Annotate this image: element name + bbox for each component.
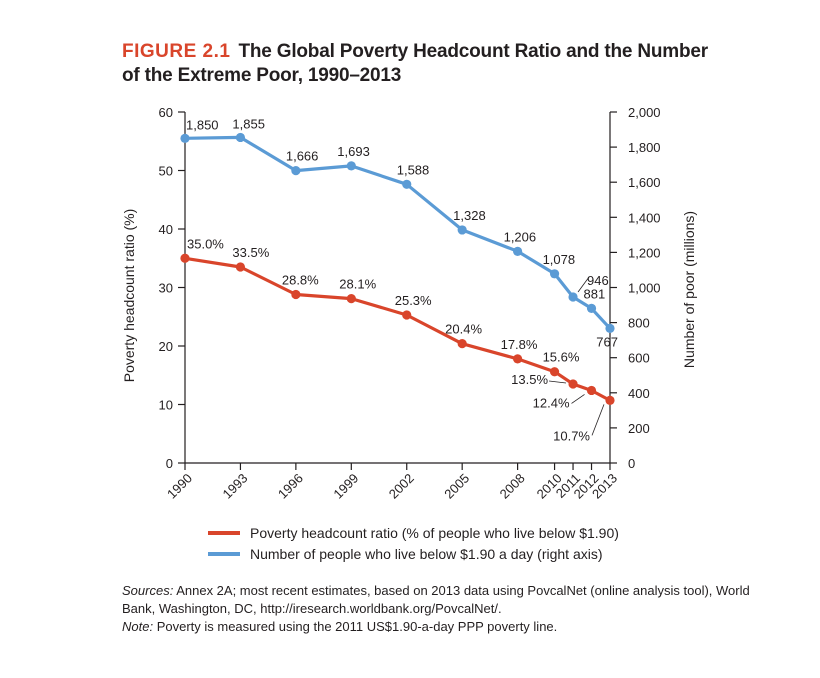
figure-title: FIGURE 2.1 The Global Poverty Headcount R… bbox=[122, 40, 722, 88]
x-tick-label: 2005 bbox=[441, 471, 472, 502]
x-tick-label: 1996 bbox=[275, 471, 306, 502]
poor-data-label: 1,693 bbox=[337, 144, 370, 159]
ratio-point bbox=[291, 289, 301, 300]
left-tick-label: 60 bbox=[159, 105, 173, 120]
right-tick-label: 200 bbox=[628, 421, 650, 436]
poor-data-label: 767 bbox=[596, 334, 618, 349]
poor-data-label: 1,855 bbox=[232, 116, 265, 131]
ratio-data-label: 28.8% bbox=[282, 273, 319, 288]
ratio-data-label: 13.5% bbox=[511, 372, 548, 387]
ratio-legend-label: Poverty headcount ratio (% of people who… bbox=[250, 525, 619, 541]
ratio-data-label: 10.7% bbox=[553, 428, 590, 443]
left-tick-label: 40 bbox=[159, 222, 173, 237]
right-tick-label: 1,200 bbox=[628, 245, 661, 260]
figure-notes: Sources: Annex 2A; most recent estimates… bbox=[122, 582, 772, 636]
ratio-data-label: 12.4% bbox=[533, 395, 570, 410]
legend: Poverty headcount ratio (% of people who… bbox=[208, 525, 619, 562]
poor-legend-label: Number of people who live below $1.90 a … bbox=[250, 546, 603, 562]
ratio-point bbox=[513, 354, 523, 364]
sources-text: Annex 2A; most recent estimates, based o… bbox=[122, 583, 750, 616]
right-tick-label: 1,000 bbox=[628, 281, 661, 296]
poor-data-label: 1,078 bbox=[543, 252, 576, 267]
sources-label: Sources: bbox=[122, 583, 174, 598]
note-text: Poverty is measured using the 2011 US$1.… bbox=[153, 619, 558, 634]
poor-point bbox=[549, 269, 560, 279]
ratio-point bbox=[457, 339, 467, 349]
x-tick-label: 1990 bbox=[164, 471, 195, 502]
poor-point bbox=[402, 179, 412, 189]
ratio-data-label: 20.4% bbox=[445, 322, 482, 337]
ratio-data-label: 28.1% bbox=[339, 277, 376, 292]
left-tick-label: 20 bbox=[159, 339, 173, 354]
poor-point bbox=[180, 133, 190, 143]
sources-note: Sources: Annex 2A; most recent estimates… bbox=[122, 582, 772, 618]
ratio-point bbox=[568, 379, 578, 389]
poor-point bbox=[235, 132, 246, 143]
poor-point bbox=[457, 225, 467, 235]
ratio-data-label: 17.8% bbox=[501, 337, 538, 352]
poor-data-label: 946 bbox=[587, 273, 609, 288]
ratio-point bbox=[549, 367, 560, 377]
ratio-data-label: 25.3% bbox=[395, 293, 432, 308]
right-tick-label: 1,600 bbox=[628, 175, 661, 190]
figure-label: FIGURE 2.1 bbox=[122, 41, 231, 62]
ratio-point bbox=[586, 385, 597, 396]
ratio-data-label: 35.0% bbox=[187, 236, 224, 251]
poor-point bbox=[605, 323, 615, 333]
x-tick-label: 2002 bbox=[386, 471, 417, 502]
ratio-point bbox=[180, 253, 190, 263]
right-tick-label: 600 bbox=[628, 351, 650, 366]
x-tick-label: 1999 bbox=[330, 471, 361, 502]
right-tick-label: 800 bbox=[628, 316, 650, 331]
poor-data-label: 1,328 bbox=[453, 208, 486, 223]
ratio-point bbox=[235, 262, 246, 272]
poor-data-label: 1,588 bbox=[397, 162, 430, 177]
poor-point bbox=[346, 161, 356, 171]
poor-data-label: 881 bbox=[584, 286, 606, 301]
ratio-point bbox=[346, 294, 356, 304]
poor-data-label: 1,850 bbox=[186, 117, 219, 132]
left-tick-label: 0 bbox=[166, 456, 173, 471]
figure-title-text: The Global Poverty Headcount Ratio and t… bbox=[122, 41, 708, 86]
x-tick-label: 1993 bbox=[219, 471, 250, 502]
right-tick-label: 1,400 bbox=[628, 210, 661, 225]
left-tick-label: 30 bbox=[159, 281, 173, 296]
series-points bbox=[180, 132, 615, 406]
left-tick-label: 50 bbox=[159, 164, 173, 179]
poverty-note: Note: Poverty is measured using the 2011… bbox=[122, 618, 772, 636]
label-leader-line bbox=[577, 276, 590, 293]
x-tick-label: 2008 bbox=[497, 471, 528, 502]
poor-point bbox=[513, 246, 523, 256]
poor-point bbox=[586, 303, 597, 313]
right-tick-label: 0 bbox=[628, 456, 635, 471]
poor-point bbox=[291, 166, 301, 176]
poor-data-label: 1,666 bbox=[286, 149, 319, 164]
ratio-data-label: 15.6% bbox=[543, 350, 580, 365]
right-tick-label: 1,800 bbox=[628, 140, 661, 155]
ratio-data-label: 33.5% bbox=[232, 245, 269, 260]
left-axis-title: Poverty headcount ratio (%) bbox=[121, 209, 137, 383]
right-axis-title: Number of poor (millions) bbox=[681, 211, 697, 368]
right-tick-label: 400 bbox=[628, 386, 650, 401]
label-leader-line bbox=[548, 380, 567, 384]
right-tick-label: 2,000 bbox=[628, 105, 661, 120]
poor-point bbox=[568, 292, 578, 302]
note-label: Note: bbox=[122, 619, 154, 634]
ratio-point bbox=[605, 395, 615, 406]
left-tick-label: 10 bbox=[159, 398, 173, 413]
ratio-point bbox=[402, 310, 412, 320]
label-leader-line bbox=[571, 394, 585, 404]
poor-data-label: 1,206 bbox=[504, 229, 537, 244]
data-labels: 35.0% 33.5% 28.8% 28.1% 25.3% 20.4% 17.8% 15.6%… bbox=[186, 116, 618, 443]
label-leader-line bbox=[591, 404, 605, 436]
